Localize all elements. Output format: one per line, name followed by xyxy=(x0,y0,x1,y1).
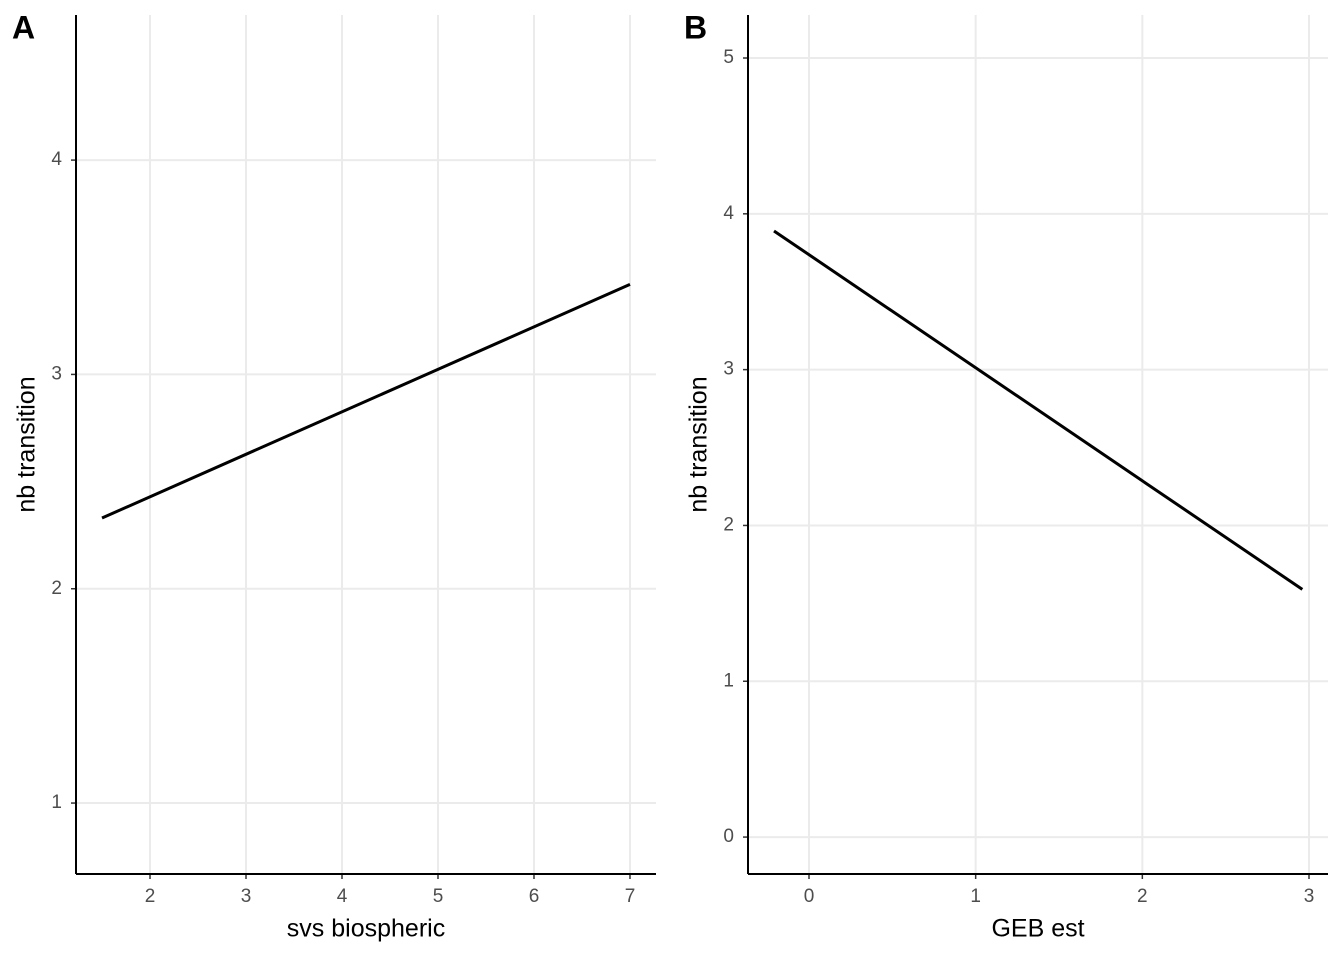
x-axis-title: GEB est xyxy=(991,915,1084,943)
y-axis-title: nb transition xyxy=(685,376,713,512)
y-tick-label: 1 xyxy=(723,670,734,691)
panel-label: B xyxy=(684,9,707,45)
y-tick-label: 5 xyxy=(723,47,734,68)
y-tick-label: 4 xyxy=(51,149,62,170)
line xyxy=(773,229,1304,591)
x-tick-label: 4 xyxy=(337,886,348,907)
y-tick-label: 2 xyxy=(723,514,734,535)
x-tick-label: 7 xyxy=(625,886,636,907)
x-tick-label: 5 xyxy=(433,886,444,907)
x-tick-label: 2 xyxy=(145,886,156,907)
y-tick-label: 3 xyxy=(51,363,62,384)
y-axis-title: nb transition xyxy=(13,376,41,512)
panel-label: A xyxy=(12,9,35,45)
y-tick-label: 4 xyxy=(723,203,734,224)
x-tick-label: 1 xyxy=(970,886,981,907)
x-tick-label: 2 xyxy=(1137,886,1148,907)
y-tick-label: 0 xyxy=(723,826,734,847)
x-tick-label: 6 xyxy=(529,886,540,907)
y-tick-label: 1 xyxy=(51,792,62,813)
x-tick-label: 3 xyxy=(1304,886,1315,907)
x-axis-title: svs biospheric xyxy=(287,915,445,943)
y-tick-label: 2 xyxy=(51,578,62,599)
x-tick-label: 0 xyxy=(804,886,815,907)
y-tick-label: 3 xyxy=(723,359,734,380)
line xyxy=(101,283,631,520)
x-tick-label: 3 xyxy=(241,886,252,907)
